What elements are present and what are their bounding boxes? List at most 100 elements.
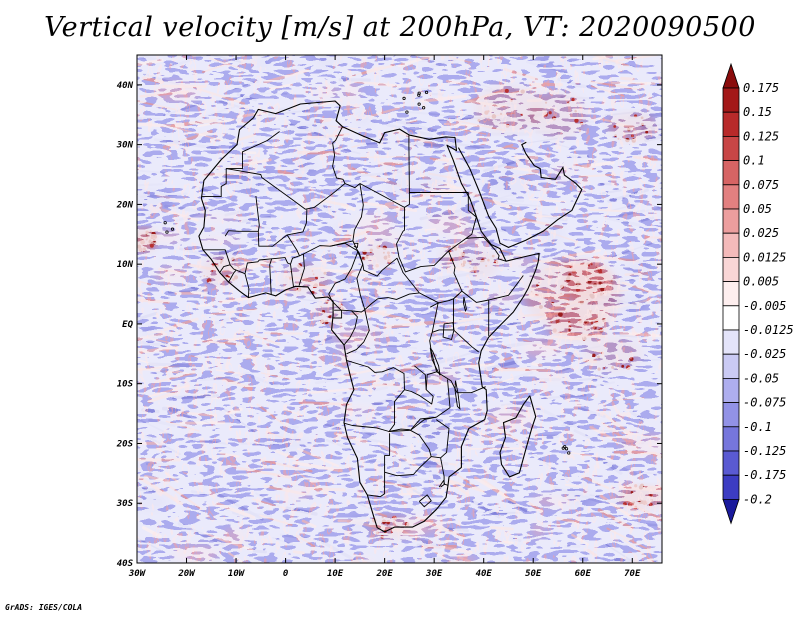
colorbar-label: -0.175: [743, 468, 786, 482]
country-border: [435, 419, 450, 459]
colorbar-label: -0.2: [743, 492, 772, 506]
country-border: [328, 293, 342, 312]
colorbar-segment: [722, 256, 740, 282]
lake-outline: [462, 296, 467, 313]
country-border: [334, 264, 366, 313]
lake-outline: [454, 380, 461, 411]
country-border: [440, 457, 449, 486]
colorbar-label: -0.125: [743, 444, 786, 458]
lake-outline: [442, 322, 455, 341]
lon-tick-label: 10W: [228, 569, 246, 579]
colorbar-label: 0.075: [743, 178, 779, 192]
map-field: [131, 55, 662, 563]
colorbar-segment: [722, 305, 740, 331]
lon-tick-label: 0: [283, 569, 289, 579]
island: [424, 90, 429, 95]
hotspot-cell: [131, 239, 134, 242]
colorbar-segment: [722, 184, 740, 210]
colorbar-segment: [722, 160, 740, 186]
country-border: [384, 456, 441, 477]
country-border: [352, 183, 364, 265]
lat-tick-label: 20S: [116, 439, 134, 449]
lon-tick-label: 20E: [376, 569, 394, 579]
country-border: [328, 242, 359, 295]
lon-tick-label: 70E: [624, 569, 641, 579]
country-border: [219, 264, 231, 273]
colorbar-segment: [722, 208, 740, 234]
colorbar-segment: [722, 426, 740, 452]
lon-tick-label: 30W: [128, 569, 147, 579]
colorbar-label: -0.05: [743, 371, 779, 385]
country-border: [465, 236, 496, 251]
country-border: [269, 257, 291, 295]
country-border: [290, 255, 300, 287]
country-border: [228, 269, 237, 283]
country-border: [356, 250, 440, 304]
colorbar-label: 0.0125: [743, 250, 786, 264]
lat-tick-label: EQ: [122, 320, 133, 330]
country-border: [494, 249, 507, 262]
colorbar-segment: [722, 377, 740, 403]
madagascar-coastline: [499, 395, 537, 478]
colorbar-label: 0.1: [743, 154, 765, 168]
country-border: [224, 195, 260, 237]
country-border: [418, 494, 432, 508]
country-border: [201, 160, 243, 198]
lon-tick-label: 50E: [525, 569, 542, 579]
colorbar-segment: [722, 402, 740, 428]
grads-credit: GrADS: IGES/COLA: [5, 603, 83, 612]
country-border: [461, 275, 524, 303]
colorbar-label: -0.005: [743, 299, 786, 313]
colorbar-segment: [722, 474, 740, 500]
country-border: [333, 310, 343, 319]
colorbar-segment: [722, 87, 740, 113]
colorbar-segment: [722, 281, 740, 307]
lat-tick-label: 20N: [116, 200, 134, 210]
colorbar-segment: [722, 450, 740, 476]
colorbar-label: 0.125: [743, 129, 779, 143]
colorbar-label: 0.15: [743, 105, 772, 119]
country-border: [298, 253, 305, 286]
island: [567, 451, 571, 455]
colorbar-top-arrow: [722, 62, 740, 89]
island: [165, 230, 169, 234]
colorbar-label: 0.025: [743, 226, 779, 240]
country-border: [431, 298, 479, 353]
country-border: [359, 183, 405, 208]
island: [563, 445, 567, 449]
geographic-lines: [163, 90, 583, 533]
lon-tick-label: 10E: [327, 569, 344, 579]
lat-tick-label: 30S: [116, 499, 134, 509]
colorbar-bottom-arrow: [722, 498, 740, 525]
country-border: [343, 310, 358, 346]
country-border: [429, 332, 458, 393]
colorbar-segment: [722, 329, 740, 355]
country-border: [244, 258, 272, 298]
lat-tick-label: 10N: [117, 260, 134, 270]
country-border: [332, 142, 346, 184]
lon-tick-label: 40E: [476, 569, 493, 579]
lon-tick-label: 60E: [575, 569, 592, 579]
colorbar-label: -0.0125: [743, 323, 794, 337]
country-border: [364, 292, 420, 310]
colorbar-segment: [722, 353, 740, 379]
country-border: [453, 293, 460, 330]
lon-tick-label: 30E: [425, 569, 443, 579]
country-border: [242, 131, 280, 161]
colorbar-label: 0.175: [743, 81, 779, 95]
island: [417, 93, 421, 97]
colorbar-label: 0.05: [743, 202, 772, 216]
lat-tick-label: 40S: [117, 559, 134, 569]
colorbar: 0.175 0.15 0.125 0.1 0.075 0.05 0.025 0.0125 0.0…: [722, 62, 794, 525]
lake-outline: [429, 347, 441, 376]
colorbar-label: -0.075: [743, 396, 786, 410]
country-border: [410, 416, 437, 431]
island: [170, 227, 175, 231]
lat-tick-label: 10S: [117, 380, 134, 390]
country-border: [226, 168, 361, 210]
arabia-coastline: [457, 141, 583, 249]
country-border: [346, 309, 370, 355]
country-border: [343, 422, 410, 432]
